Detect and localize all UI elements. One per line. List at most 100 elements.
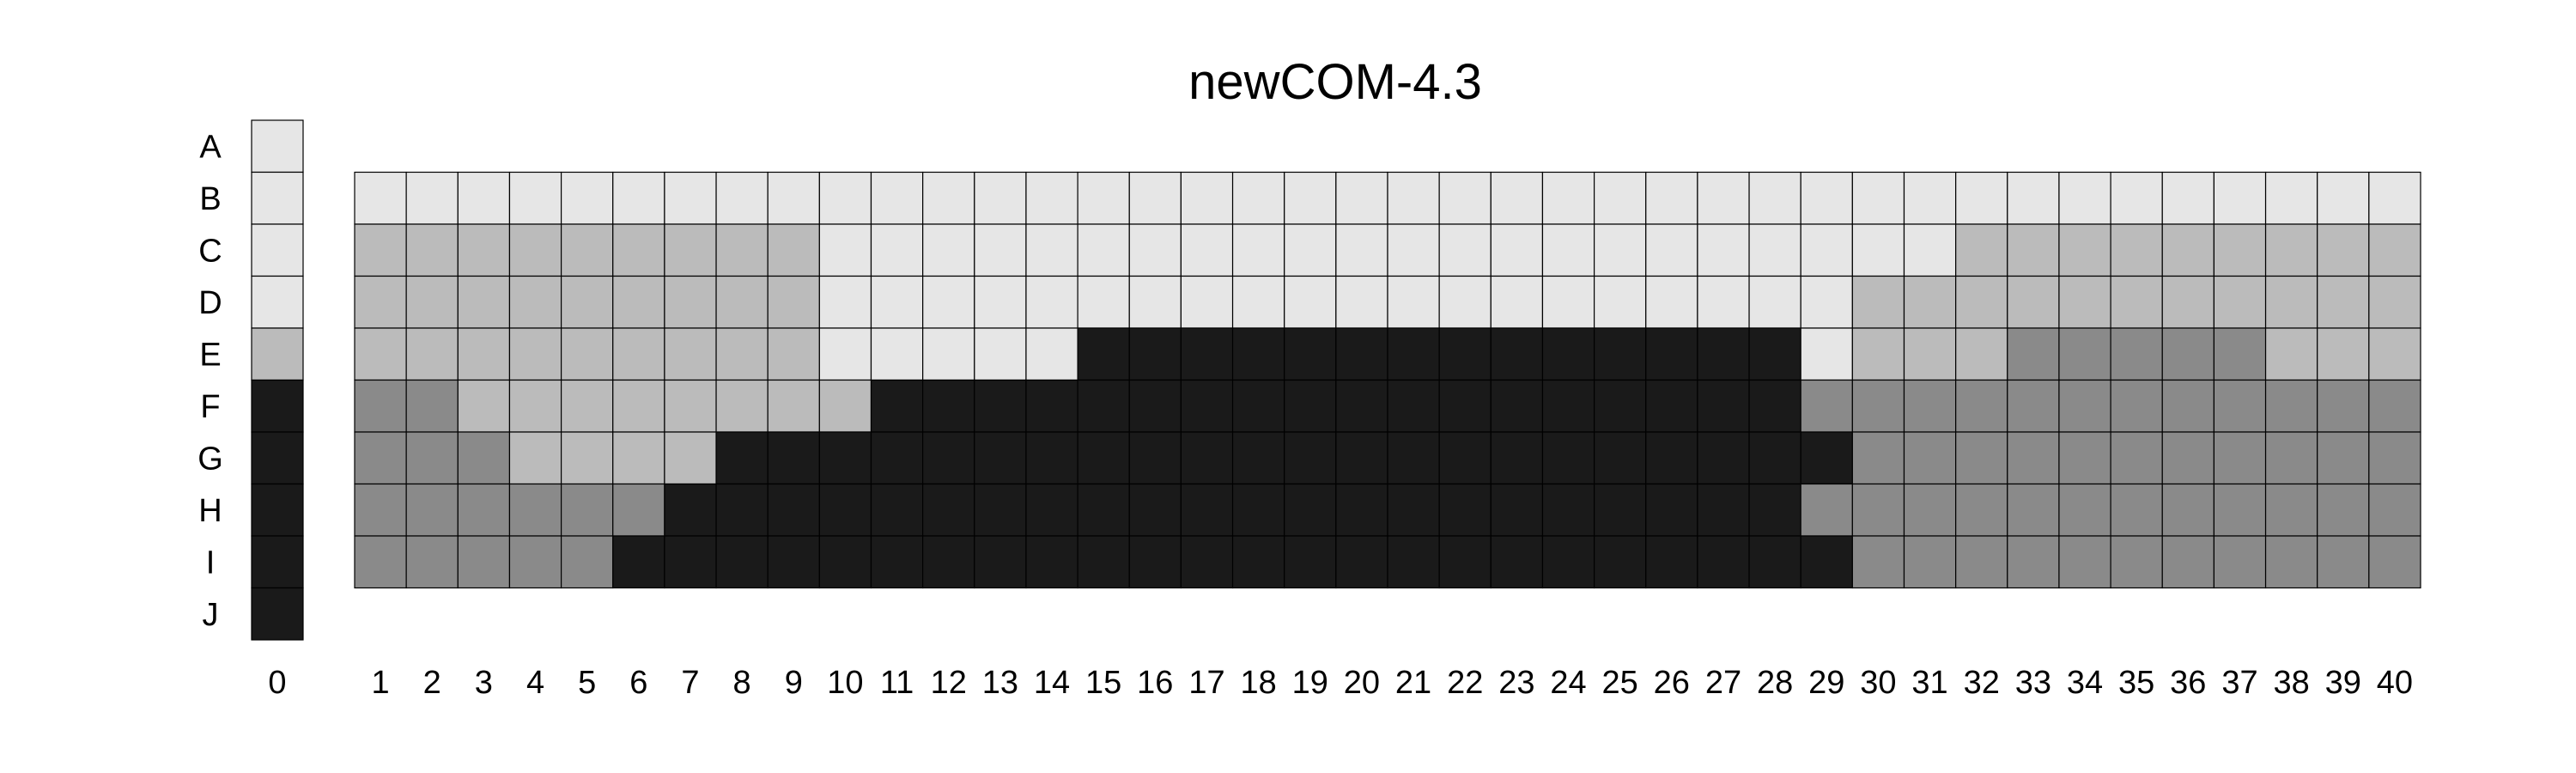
cell-b-39 (2317, 171, 2370, 225)
cell-g-17 (1180, 431, 1234, 485)
cell-d-35 (2110, 275, 2163, 329)
cell-h-8 (715, 483, 769, 537)
cell-f-30 (1851, 379, 1905, 433)
cell-c-14 (1025, 223, 1078, 277)
cell-h-20 (1335, 483, 1388, 537)
cell-e-28 (1748, 327, 1801, 381)
cell-c-18 (1231, 223, 1285, 277)
cell-i-36 (2161, 535, 2215, 589)
cell-j-0 (251, 587, 304, 641)
cell-b-7 (664, 171, 717, 225)
cell-c-13 (974, 223, 1027, 277)
cell-b-32 (1955, 171, 2008, 225)
cell-c-40 (2368, 223, 2421, 277)
column-label-36: 36 (2170, 665, 2206, 701)
cell-h-34 (2058, 483, 2111, 537)
cell-h-10 (818, 483, 872, 537)
cell-g-35 (2110, 431, 2163, 485)
cell-b-29 (1800, 171, 1853, 225)
cell-h-36 (2161, 483, 2215, 537)
cell-e-18 (1231, 327, 1285, 381)
cell-c-25 (1593, 223, 1647, 277)
cell-h-31 (1903, 483, 1957, 537)
cell-b-35 (2110, 171, 2163, 225)
cell-b-9 (767, 171, 820, 225)
cell-e-32 (1955, 327, 2008, 381)
cell-f-31 (1903, 379, 1957, 433)
cell-f-26 (1645, 379, 1698, 433)
cell-e-8 (715, 327, 769, 381)
cell-e-5 (560, 327, 614, 381)
cell-g-18 (1231, 431, 1285, 485)
column-label-29: 29 (1808, 665, 1844, 701)
cell-g-8 (715, 431, 769, 485)
cell-b-22 (1438, 171, 1492, 225)
column-label-17: 17 (1188, 665, 1224, 701)
cell-e-1 (354, 327, 407, 381)
cell-h-35 (2110, 483, 2163, 537)
cell-h-2 (405, 483, 459, 537)
cell-b-0 (251, 171, 304, 225)
column-label-31: 31 (1911, 665, 1947, 701)
cell-g-24 (1541, 431, 1595, 485)
cell-b-4 (508, 171, 562, 225)
cell-f-33 (2007, 379, 2060, 433)
cell-b-40 (2368, 171, 2421, 225)
cell-h-21 (1387, 483, 1440, 537)
cell-f-16 (1128, 379, 1182, 433)
cell-i-23 (1490, 535, 1544, 589)
column-label-1: 1 (372, 665, 390, 701)
cell-d-40 (2368, 275, 2421, 329)
cell-i-20 (1335, 535, 1388, 589)
cell-b-28 (1748, 171, 1801, 225)
cell-c-34 (2058, 223, 2111, 277)
cell-i-5 (560, 535, 614, 589)
column-label-0: 0 (268, 665, 286, 701)
cell-h-39 (2317, 483, 2370, 537)
cell-h-0 (251, 483, 304, 537)
cell-e-23 (1490, 327, 1544, 381)
cell-g-16 (1128, 431, 1182, 485)
cell-d-27 (1697, 275, 1750, 329)
cell-h-33 (2007, 483, 2060, 537)
cell-h-28 (1748, 483, 1801, 537)
column-label-11: 11 (880, 665, 914, 701)
cell-c-22 (1438, 223, 1492, 277)
column-label-26: 26 (1654, 665, 1690, 701)
cell-d-6 (612, 275, 665, 329)
cell-f-37 (2213, 379, 2267, 433)
cell-c-9 (767, 223, 820, 277)
cell-d-26 (1645, 275, 1698, 329)
cell-f-21 (1387, 379, 1440, 433)
cell-d-11 (870, 275, 924, 329)
row-label-g: G (197, 441, 223, 477)
cell-b-16 (1128, 171, 1182, 225)
cell-e-14 (1025, 327, 1078, 381)
cell-d-17 (1180, 275, 1234, 329)
column-label-12: 12 (931, 665, 967, 701)
cell-f-14 (1025, 379, 1078, 433)
cell-i-14 (1025, 535, 1078, 589)
cell-g-33 (2007, 431, 2060, 485)
cell-d-13 (974, 275, 1027, 329)
cell-e-2 (405, 327, 459, 381)
cell-h-16 (1128, 483, 1182, 537)
cell-c-38 (2264, 223, 2318, 277)
cell-h-3 (457, 483, 511, 537)
cell-f-28 (1748, 379, 1801, 433)
cell-f-34 (2058, 379, 2111, 433)
row-label-d: D (198, 285, 222, 321)
cell-g-38 (2264, 431, 2318, 485)
cell-i-24 (1541, 535, 1595, 589)
cell-d-30 (1851, 275, 1905, 329)
cell-b-5 (560, 171, 614, 225)
cell-c-27 (1697, 223, 1750, 277)
cell-f-40 (2368, 379, 2421, 433)
cell-g-28 (1748, 431, 1801, 485)
cell-c-15 (1077, 223, 1130, 277)
column-label-23: 23 (1498, 665, 1534, 701)
cell-e-7 (664, 327, 717, 381)
cell-e-17 (1180, 327, 1234, 381)
cell-i-0 (251, 535, 304, 589)
